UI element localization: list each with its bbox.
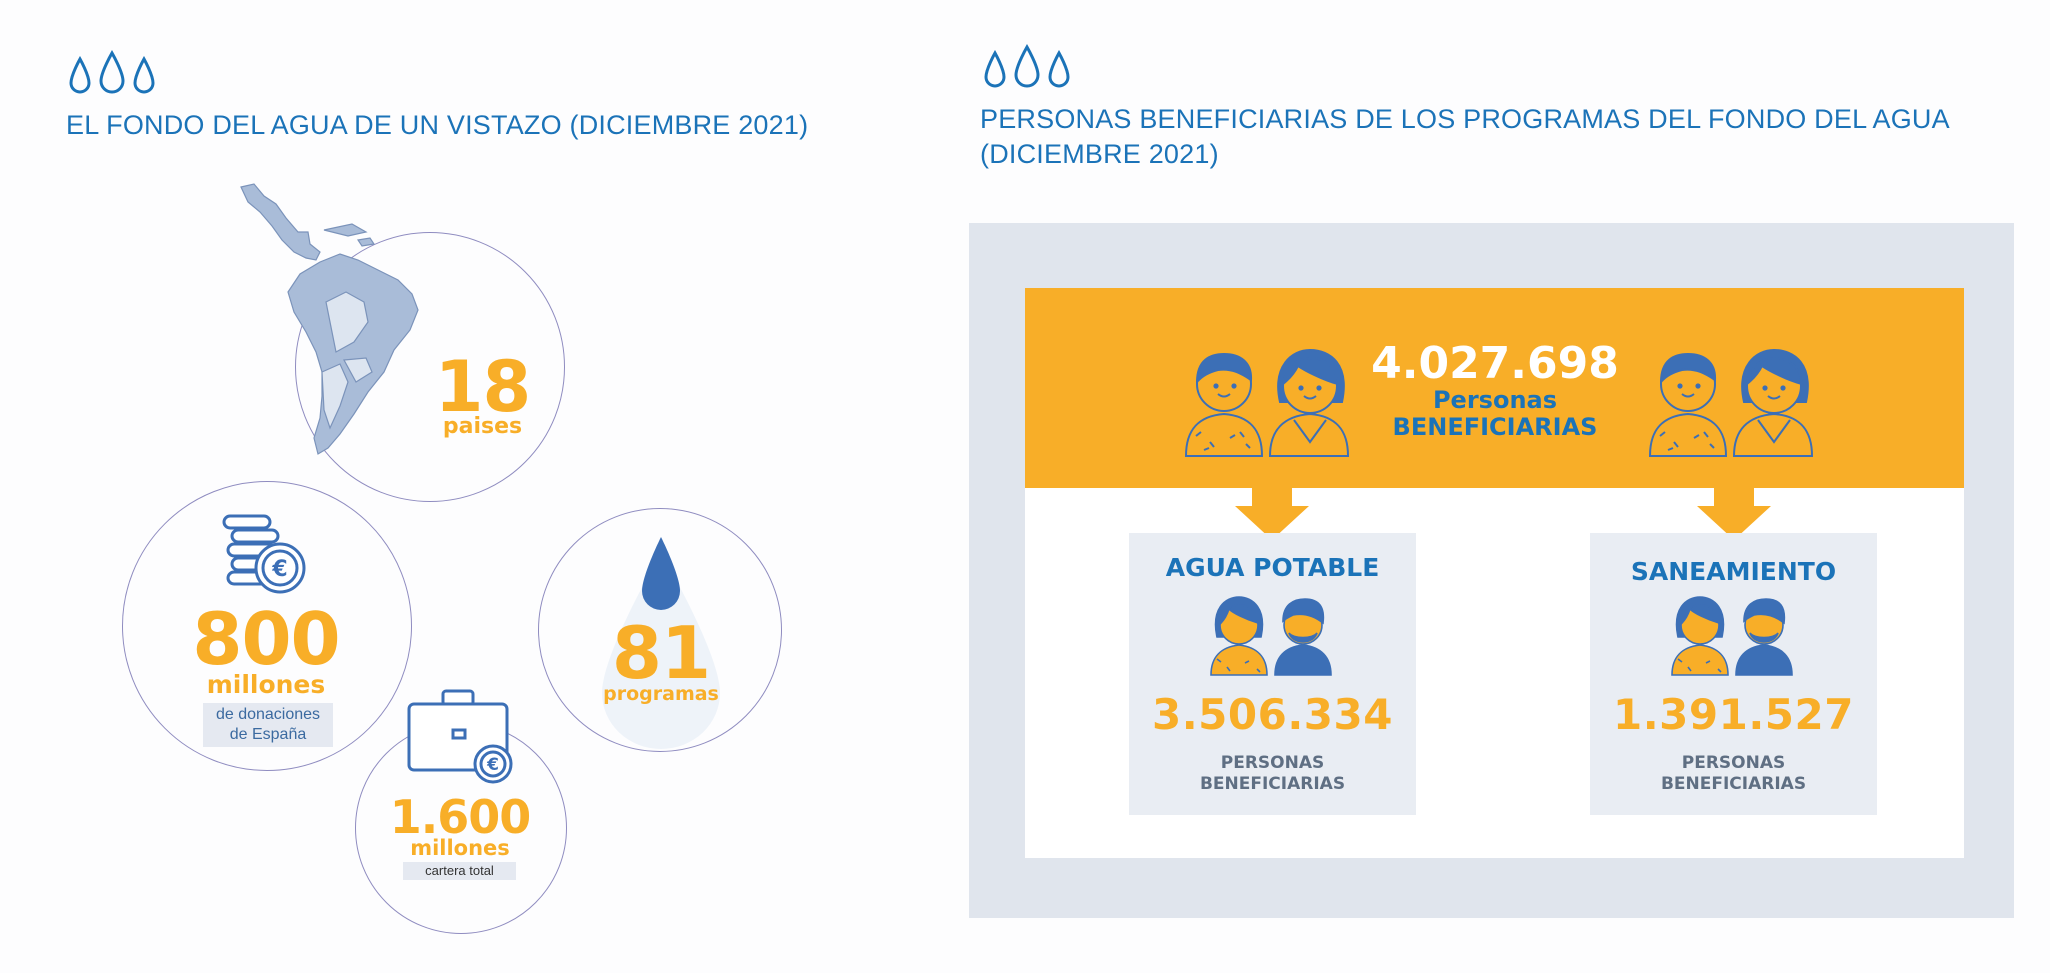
people-icon-right — [1648, 348, 1814, 457]
sanitation-card: SANEAMIENTO 1.391.527 PERSONAS BENEFICIA… — [1590, 533, 1877, 815]
man-icon — [1274, 598, 1332, 676]
man-icon — [1184, 352, 1264, 457]
woman-icon — [1268, 348, 1350, 457]
countries-label: paises — [442, 414, 523, 439]
right-title-line1: PERSONAS BENEFICIARIAS DE LOS PROGRAMAS … — [980, 104, 1950, 134]
man-icon — [1735, 598, 1793, 676]
water-value: 3.506.334 — [1152, 690, 1393, 739]
total-value: 4.027.698 — [1371, 338, 1619, 389]
people-icon-left — [1184, 348, 1350, 457]
water-drop-icon — [602, 537, 720, 749]
total-line1: Personas — [1432, 386, 1558, 414]
water-line2: BENEFICIARIAS — [1199, 774, 1346, 794]
sanitation-line2: BENEFICIARIAS — [1660, 774, 1807, 794]
woman-icon — [1671, 596, 1729, 676]
people-icon-water — [1210, 596, 1332, 676]
portfolio-note: cartera total — [403, 862, 516, 880]
water-card: AGUA POTABLE 3.506.334 PERSONAS BENEFICI… — [1129, 533, 1416, 815]
sanitation-value: 1.391.527 — [1613, 690, 1854, 739]
portfolio-unit: millones — [410, 836, 510, 860]
arrow-down-icon — [1697, 488, 1771, 540]
right-title-line2: (DICIEMBRE 2021) — [980, 139, 1219, 169]
programs-label: programas — [603, 683, 719, 705]
latin-america-map-icon — [240, 183, 419, 455]
people-icon-sanitation — [1671, 596, 1793, 676]
briefcase-euro-icon: € — [407, 689, 513, 784]
water-drops-icon — [68, 50, 156, 96]
donations-unit: millones — [206, 670, 326, 699]
svg-text:€: € — [486, 755, 499, 775]
portfolio-value: 1.600 — [389, 790, 532, 844]
donations-note: de donaciones de España — [203, 703, 333, 747]
sanitation-title: SANEAMIENTO — [1630, 557, 1837, 586]
right-title: PERSONAS BENEFICIARIAS DE LOS PROGRAMAS … — [980, 102, 2020, 172]
woman-icon — [1210, 596, 1268, 676]
euro-coins-icon: € — [222, 514, 306, 594]
donations-value: 800 — [192, 597, 340, 681]
donations-note-line2: de España — [229, 726, 307, 743]
man-icon — [1648, 352, 1728, 457]
water-title: AGUA POTABLE — [1165, 553, 1380, 582]
woman-icon — [1732, 348, 1814, 457]
arrow-down-icon — [1235, 488, 1309, 540]
sanitation-line1: PERSONAS — [1681, 753, 1786, 773]
water-drops-icon-right — [983, 44, 1071, 90]
total-line2: BENEFICIARIAS — [1392, 413, 1598, 441]
left-title: EL FONDO DEL AGUA DE UN VISTAZO (DICIEMB… — [66, 110, 809, 140]
svg-text:€: € — [271, 557, 287, 582]
countries-value: 18 — [434, 346, 531, 428]
programs-value: 81 — [611, 611, 711, 695]
donations-note-line1: de donaciones — [215, 706, 321, 723]
water-line1: PERSONAS — [1220, 753, 1325, 773]
